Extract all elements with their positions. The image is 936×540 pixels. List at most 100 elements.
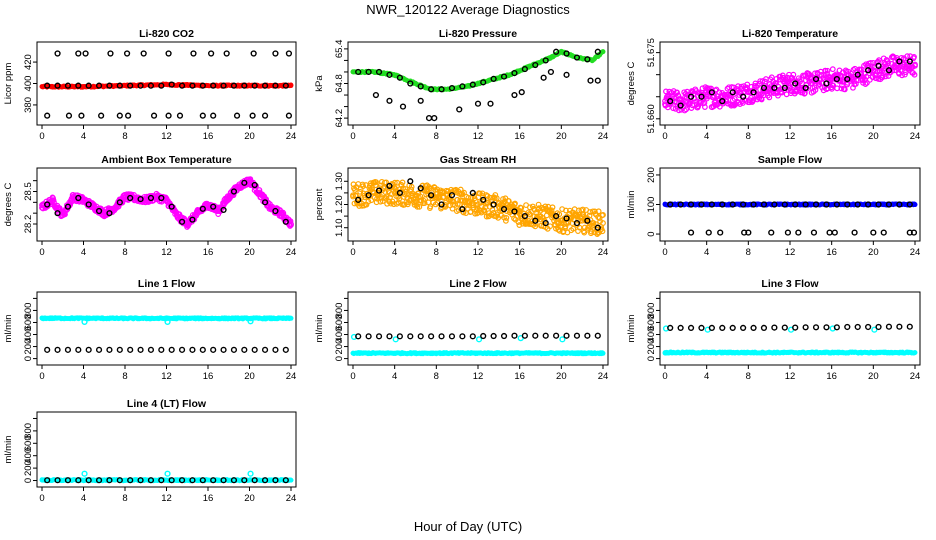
data-point: [85, 201, 92, 208]
data-point: [199, 477, 206, 484]
data-point: [802, 84, 809, 92]
data-point: [371, 69, 377, 75]
x-tick-label: 12: [785, 371, 796, 382]
x-tick-label: 8: [746, 371, 751, 382]
cloud-point: [532, 220, 539, 227]
x-tick-label: 4: [392, 371, 397, 382]
data-point: [677, 102, 684, 109]
data-point: [225, 194, 232, 200]
data-point: [111, 204, 118, 211]
data-point: [480, 79, 487, 86]
data-point: [137, 82, 144, 89]
data-point: [210, 346, 217, 353]
data-point: [781, 84, 788, 92]
data-point: [75, 477, 82, 484]
data-point: [584, 56, 591, 63]
data-point: [594, 224, 601, 231]
data-point: [506, 72, 512, 78]
data-point: [189, 346, 196, 353]
y-tick-label: 600: [23, 435, 34, 451]
data-point: [812, 324, 820, 331]
y-tick-label: 64.2: [334, 109, 345, 128]
cloud-point: [360, 183, 366, 190]
data-point: [456, 106, 463, 113]
panel-title: Li-820 Temperature: [742, 28, 838, 40]
cloud-point: [570, 225, 577, 232]
data-point: [236, 183, 243, 189]
data-point: [241, 346, 248, 353]
y-axis-label: Licor ppm: [3, 63, 14, 105]
data-point: [500, 206, 508, 213]
data-point: [433, 194, 440, 201]
y-tick-label: 400: [646, 327, 657, 343]
chart-panel: Gas Stream RH percent 0 4 8 12 16 20 24 1.10 1.20 1…: [314, 154, 609, 258]
data-point: [190, 50, 197, 57]
data-point: [475, 336, 483, 343]
y-tick-label: 400: [23, 327, 34, 343]
cloud-point: [744, 81, 751, 88]
y-tick-label: 28.5: [23, 182, 34, 201]
cloud-point: [434, 186, 441, 193]
data-point: [760, 201, 768, 208]
data-point: [667, 201, 674, 208]
data-point: [288, 477, 294, 483]
cloud-point: [830, 82, 837, 89]
data-point: [173, 212, 180, 219]
data-point: [719, 98, 726, 105]
figure-title: NWR_120122 Average Diagnostics: [366, 2, 570, 17]
data-point: [85, 82, 92, 89]
data-point: [205, 83, 211, 89]
data-point: [407, 80, 414, 87]
data-point: [865, 323, 872, 331]
data-point: [729, 324, 736, 331]
data-point: [885, 323, 893, 330]
x-tick-label: 0: [39, 247, 44, 258]
data-point: [854, 201, 861, 208]
data-point: [558, 217, 565, 224]
data-point: [178, 346, 186, 353]
x-tick-label: 4: [81, 493, 86, 504]
y-axis-label: degrees C: [3, 182, 14, 226]
y-tick-label: 200: [646, 167, 657, 183]
data-point: [158, 194, 165, 202]
data-point: [164, 82, 169, 87]
x-tick-label: 16: [514, 131, 525, 142]
data-point: [729, 201, 736, 208]
figure-xlabel: Hour of Day (UTC): [414, 519, 522, 534]
x-tick-label: 16: [203, 371, 214, 382]
data-point: [896, 58, 903, 65]
data-point: [563, 71, 570, 78]
data-point: [78, 112, 85, 119]
data-point: [912, 202, 918, 207]
data-point: [851, 229, 858, 236]
data-point: [392, 72, 398, 78]
cloud-point: [398, 182, 405, 189]
data-point: [833, 75, 840, 83]
y-tick-label: 51.675: [646, 38, 657, 67]
data-point: [165, 50, 172, 57]
y-tick-label: 0: [334, 356, 345, 361]
data-point: [662, 202, 668, 207]
data-point: [147, 477, 155, 484]
series-group: [662, 323, 918, 356]
y-tick-label: 1.20: [334, 195, 345, 214]
data-point: [247, 477, 252, 483]
data-point: [107, 50, 114, 57]
cloud-point: [440, 194, 447, 200]
data-point: [870, 202, 876, 207]
x-tick-label: 20: [244, 247, 255, 258]
data-point: [810, 229, 818, 236]
cloud-point: [558, 220, 565, 227]
data-point: [745, 229, 752, 236]
data-point: [54, 82, 61, 89]
cloud-point: [753, 83, 760, 90]
data-point: [261, 82, 269, 89]
data-point: [261, 346, 269, 353]
data-point: [375, 333, 383, 340]
data-point: [563, 215, 570, 222]
data-point: [261, 112, 269, 119]
data-point: [553, 332, 560, 339]
cloud-point: [600, 212, 606, 218]
data-point: [745, 350, 751, 355]
x-tick-label: 24: [598, 247, 609, 258]
